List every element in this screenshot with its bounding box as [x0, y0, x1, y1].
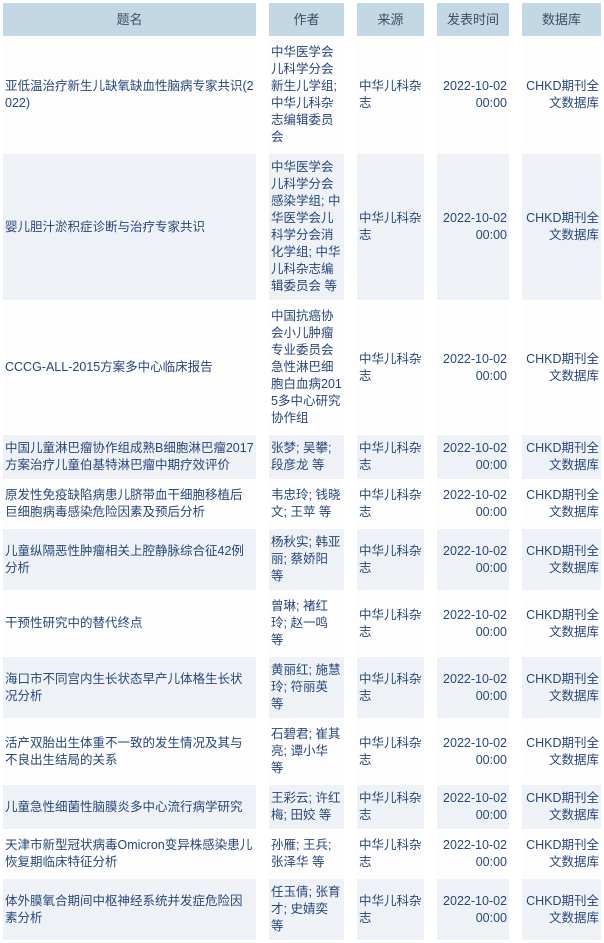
source-cell: 中华儿科杂志 — [352, 879, 429, 940]
authors-cell: 王彩云; 许红梅; 田姣 等 — [264, 785, 349, 829]
column-header-date: 发表时间 — [432, 3, 514, 36]
database-cell: CHKD期刊全文数据库 — [517, 303, 601, 432]
table-row: 干预性研究中的替代终点 曾琳; 褚红玲; 赵一鸣 等 中华儿科杂志 2022-1… — [3, 593, 601, 654]
authors-cell: 中华医学会儿科学分会新生儿学组; 中华儿科杂志编辑委员会 — [264, 39, 349, 151]
table-row: 婴儿胆汁淤积症诊断与治疗专家共识 中华医学会儿科学分会感染学组; 中华医学会儿科… — [3, 154, 601, 300]
table-body: 亚低温治疗新生儿缺氧缺血性脑病专家共识(2022) 中华医学会儿科学分会新生儿学… — [3, 39, 601, 940]
column-header-authors: 作者 — [264, 3, 349, 36]
table-row: 活产双胎出生体重不一致的发生情况及其与不良出生结局的关系 石碧君; 崔其亮; 谭… — [3, 721, 601, 782]
table-row: 体外膜氧合期间中枢神经系统并发症危险因素分析 任玉倩; 张育才; 史婧奕 等 中… — [3, 879, 601, 940]
date-cell: 2022-10-02 00:00 — [432, 593, 514, 654]
date-cell: 2022-10-02 00:00 — [432, 879, 514, 940]
date-cell: 2022-10-02 00:00 — [432, 785, 514, 829]
source-cell: 中华儿科杂志 — [352, 435, 429, 479]
table-row: 儿童急性细菌性脑膜炎多中心流行病学研究 王彩云; 许红梅; 田姣 等 中华儿科杂… — [3, 785, 601, 829]
article-title-link[interactable]: 海口市不同宫内生长状态早产儿体格生长状况分析 — [3, 657, 261, 718]
date-cell: 2022-10-02 00:00 — [432, 39, 514, 151]
table-row: 亚低温治疗新生儿缺氧缺血性脑病专家共识(2022) 中华医学会儿科学分会新生儿学… — [3, 39, 601, 151]
authors-cell: 韦忠玲; 钱晓文; 王苹 等 — [264, 482, 349, 526]
database-cell: CHKD期刊全文数据库 — [517, 482, 601, 526]
authors-cell: 张梦; 吴攀; 段彦龙 等 — [264, 435, 349, 479]
source-cell: 中华儿科杂志 — [352, 482, 429, 526]
authors-cell: 黄丽红; 施慧玲; 符丽英 等 — [264, 657, 349, 718]
table-row: 中国儿童淋巴瘤协作组成熟B细胞淋巴瘤2017方案治疗儿童伯基特淋巴瘤中期疗效评价… — [3, 435, 601, 479]
table-row: 天津市新型冠状病毒Omicron变异株感染患儿恢复期临床特征分析 孙雁; 王兵;… — [3, 832, 601, 876]
date-cell: 2022-10-02 00:00 — [432, 435, 514, 479]
database-cell: CHKD期刊全文数据库 — [517, 832, 601, 876]
article-title-link[interactable]: 原发性免疫缺陷病患儿脐带血干细胞移植后巨细胞病毒感染危险因素及预后分析 — [3, 482, 261, 526]
header-row: 题名 作者 来源 发表时间 数据库 — [3, 3, 601, 36]
article-title-link[interactable]: 儿童纵隔恶性肿瘤相关上腔静脉综合征42例分析 — [3, 529, 261, 590]
database-cell: CHKD期刊全文数据库 — [517, 593, 601, 654]
authors-cell: 中国抗癌协会小儿肿瘤专业委员会急性淋巴细胞白血病2015多中心研究协作组 — [264, 303, 349, 432]
source-cell: 中华儿科杂志 — [352, 39, 429, 151]
column-header-title: 题名 — [3, 3, 261, 36]
article-title-link[interactable]: 干预性研究中的替代终点 — [3, 593, 261, 654]
article-title-link[interactable]: 活产双胎出生体重不一致的发生情况及其与不良出生结局的关系 — [3, 721, 261, 782]
database-cell: CHKD期刊全文数据库 — [517, 721, 601, 782]
table-row: CCCG-ALL-2015方案多中心临床报告 中国抗癌协会小儿肿瘤专业委员会急性… — [3, 303, 601, 432]
authors-cell: 曾琳; 褚红玲; 赵一鸣 等 — [264, 593, 349, 654]
date-cell: 2022-10-02 00:00 — [432, 303, 514, 432]
database-cell: CHKD期刊全文数据库 — [517, 879, 601, 940]
article-title-link[interactable]: 中国儿童淋巴瘤协作组成熟B细胞淋巴瘤2017方案治疗儿童伯基特淋巴瘤中期疗效评价 — [3, 435, 261, 479]
source-cell: 中华儿科杂志 — [352, 529, 429, 590]
article-title-link[interactable]: 婴儿胆汁淤积症诊断与治疗专家共识 — [3, 154, 261, 300]
table-row: 原发性免疫缺陷病患儿脐带血干细胞移植后巨细胞病毒感染危险因素及预后分析 韦忠玲;… — [3, 482, 601, 526]
date-cell: 2022-10-02 00:00 — [432, 154, 514, 300]
table-row: 海口市不同宫内生长状态早产儿体格生长状况分析 黄丽红; 施慧玲; 符丽英 等 中… — [3, 657, 601, 718]
source-cell: 中华儿科杂志 — [352, 154, 429, 300]
source-cell: 中华儿科杂志 — [352, 303, 429, 432]
date-cell: 2022-10-02 00:00 — [432, 721, 514, 782]
authors-cell: 中华医学会儿科学分会感染学组; 中华医学会儿科学分会消化学组; 中华儿科杂志编辑… — [264, 154, 349, 300]
authors-cell: 杨秋实; 韩亚丽; 蔡娇阳 等 — [264, 529, 349, 590]
article-title-link[interactable]: 天津市新型冠状病毒Omicron变异株感染患儿恢复期临床特征分析 — [3, 832, 261, 876]
table-row: 儿童纵隔恶性肿瘤相关上腔静脉综合征42例分析 杨秋实; 韩亚丽; 蔡娇阳 等 中… — [3, 529, 601, 590]
column-header-source: 来源 — [352, 3, 429, 36]
article-title-link[interactable]: 亚低温治疗新生儿缺氧缺血性脑病专家共识(2022) — [3, 39, 261, 151]
database-cell: CHKD期刊全文数据库 — [517, 785, 601, 829]
source-cell: 中华儿科杂志 — [352, 593, 429, 654]
article-title-link[interactable]: CCCG-ALL-2015方案多中心临床报告 — [3, 303, 261, 432]
source-cell: 中华儿科杂志 — [352, 657, 429, 718]
column-header-database: 数据库 — [517, 3, 601, 36]
database-cell: CHKD期刊全文数据库 — [517, 435, 601, 479]
date-cell: 2022-10-02 00:00 — [432, 529, 514, 590]
date-cell: 2022-10-02 00:00 — [432, 482, 514, 526]
table-header: 题名 作者 来源 发表时间 数据库 — [3, 3, 601, 36]
database-cell: CHKD期刊全文数据库 — [517, 154, 601, 300]
source-cell: 中华儿科杂志 — [352, 785, 429, 829]
authors-cell: 孙雁; 王兵; 张泽华 等 — [264, 832, 349, 876]
authors-cell: 石碧君; 崔其亮; 谭小华 等 — [264, 721, 349, 782]
source-cell: 中华儿科杂志 — [352, 832, 429, 876]
date-cell: 2022-10-02 00:00 — [432, 832, 514, 876]
article-title-link[interactable]: 体外膜氧合期间中枢神经系统并发症危险因素分析 — [3, 879, 261, 940]
date-cell: 2022-10-02 00:00 — [432, 657, 514, 718]
database-cell: CHKD期刊全文数据库 — [517, 657, 601, 718]
article-title-link[interactable]: 儿童急性细菌性脑膜炎多中心流行病学研究 — [3, 785, 261, 829]
database-cell: CHKD期刊全文数据库 — [517, 529, 601, 590]
authors-cell: 任玉倩; 张育才; 史婧奕 等 — [264, 879, 349, 940]
source-cell: 中华儿科杂志 — [352, 721, 429, 782]
database-cell: CHKD期刊全文数据库 — [517, 39, 601, 151]
